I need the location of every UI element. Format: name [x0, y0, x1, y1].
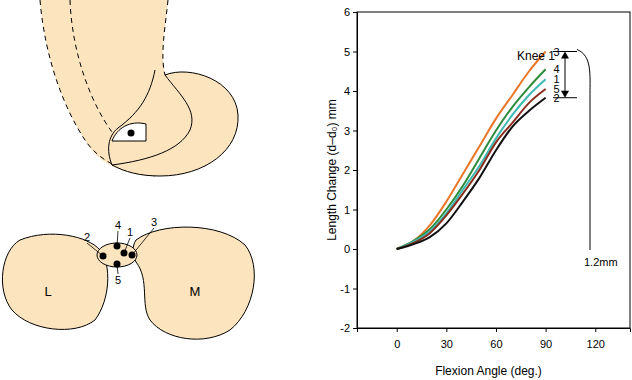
tick: 5 — [344, 46, 357, 58]
point-dot — [100, 253, 107, 260]
femur-fill — [40, 0, 238, 176]
axis-line — [353, 13, 358, 329]
tick-mark — [397, 328, 398, 332]
tick: 60 — [490, 328, 502, 350]
tick-label: 30 — [441, 338, 453, 350]
point-label: 1 — [127, 226, 133, 238]
insertion-dot — [128, 130, 135, 137]
tick: 0 — [344, 243, 357, 255]
knee-diagram: L M 1 2 3 4 5 — [2, 0, 254, 339]
tick: 0 — [394, 328, 400, 350]
tick-label: 60 — [490, 338, 502, 350]
tick-mark — [546, 328, 547, 332]
range-bracket — [553, 50, 590, 251]
plot-lines — [397, 52, 546, 250]
tick-mark — [353, 131, 357, 132]
tick-label: -2 — [340, 322, 350, 334]
y-axis-title: Length Change (d–d₀) mm — [325, 99, 339, 241]
annotation: 1.2mm — [584, 256, 618, 268]
tick-mark — [446, 328, 447, 332]
region-label: M — [190, 284, 201, 299]
tick-mark — [353, 52, 357, 53]
tick-mark — [353, 210, 357, 211]
arrow-up — [561, 52, 569, 59]
tick-mark — [353, 12, 357, 13]
canvas: L M 1 2 3 4 5 0 30 60 90 120 -2 -1 0 1 2 3 4 5 6 Flexion Angl… — [0, 0, 632, 380]
bracket-leader — [577, 50, 590, 251]
tibial-footprint — [97, 243, 137, 267]
insertion-site — [112, 123, 146, 141]
tick: 90 — [540, 328, 552, 350]
series-line — [397, 52, 546, 250]
point-label: 3 — [151, 216, 157, 228]
femur-outline-dashed — [40, 0, 158, 176]
series-line — [397, 89, 546, 249]
x-axis-title: Flexion Angle (deg.) — [435, 364, 542, 378]
tick: -1 — [340, 283, 357, 295]
tick: 4 — [344, 85, 357, 97]
y-axis: -2 -1 0 1 2 3 4 5 6 — [340, 6, 357, 334]
femur-inner-dashed — [70, 0, 112, 132]
tick: 120 — [587, 328, 605, 350]
femur-right-dashed — [163, 0, 168, 75]
series-line — [397, 98, 546, 249]
lateral-plateau — [2, 234, 107, 329]
tick-mark — [496, 328, 497, 332]
bracket-span — [565, 58, 566, 92]
tick: 3 — [344, 125, 357, 137]
tick: 1 — [344, 204, 357, 216]
notch-line — [109, 70, 155, 165]
point-dot — [121, 250, 128, 257]
plot-frame — [357, 12, 630, 328]
tick: 30 — [441, 328, 453, 350]
arrow-down — [561, 91, 569, 98]
tick-label: 90 — [540, 338, 552, 350]
axis-line — [358, 329, 631, 333]
tick-label: 1 — [344, 204, 350, 216]
tick: -2 — [340, 322, 357, 334]
tick-mark — [353, 328, 357, 329]
point-dot — [129, 252, 136, 259]
series-line — [397, 69, 546, 249]
tick-label: 0 — [344, 243, 350, 255]
tick-label: 120 — [587, 338, 605, 350]
tick-mark — [353, 170, 357, 171]
annotation: Knee 1 — [517, 49, 555, 63]
tick: 6 — [344, 6, 357, 18]
x-axis: 0 30 60 90 120 — [358, 328, 631, 350]
tick-label: 6 — [344, 6, 350, 18]
tick-label: 0 — [394, 338, 400, 350]
tick-mark — [353, 289, 357, 290]
tick-label: 2 — [344, 164, 350, 176]
tick-label: 3 — [344, 125, 350, 137]
tick-mark — [353, 249, 357, 250]
condyle-outline — [112, 72, 238, 176]
tick-label: -1 — [340, 283, 350, 295]
point-dot — [114, 261, 121, 268]
tick: 2 — [344, 164, 357, 176]
point-leader — [132, 228, 154, 255]
tick-mark — [595, 328, 596, 332]
tick-label: 5 — [344, 46, 350, 58]
region-label: L — [44, 284, 51, 299]
tick-mark — [353, 91, 357, 92]
tick-label: 4 — [344, 85, 350, 97]
point-label: 2 — [84, 231, 90, 243]
point-label: 5 — [115, 274, 121, 286]
point-dot — [114, 243, 121, 250]
point-label: 4 — [115, 219, 121, 231]
series-line — [397, 79, 546, 249]
medial-plateau — [133, 227, 254, 339]
